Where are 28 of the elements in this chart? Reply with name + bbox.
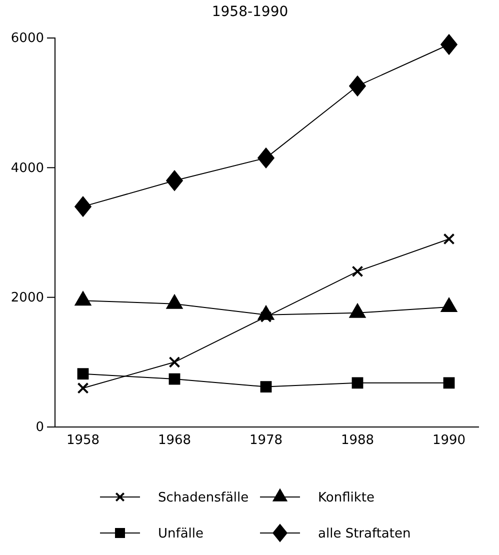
point: [166, 170, 184, 192]
x-tick-label: 1978: [249, 433, 283, 448]
chart-title: 1958-1990: [212, 4, 288, 20]
legend-label: Unfälle: [158, 526, 204, 542]
point: [168, 356, 180, 368]
y-tick-label: 2000: [10, 290, 44, 306]
y-tick-label: 0: [36, 420, 44, 436]
point: [168, 373, 180, 385]
x-tick-label: 1968: [158, 433, 192, 448]
legend-label: Schadensfälle: [158, 490, 249, 506]
y-tick-label: 6000: [10, 31, 44, 46]
y-tick-label: 4000: [10, 160, 44, 176]
point: [443, 377, 455, 389]
legend-label: alle Straftaten: [318, 526, 411, 542]
point: [77, 382, 89, 394]
x-tick-label: 1958: [66, 433, 100, 448]
point: [348, 75, 366, 97]
point: [77, 368, 89, 380]
point: [74, 196, 92, 218]
point: [257, 147, 275, 169]
point: [440, 34, 458, 56]
x-tick-label: 1988: [340, 433, 374, 448]
point: [352, 377, 364, 389]
point: [260, 381, 272, 393]
x-tick-label: 1990: [432, 433, 466, 448]
legend-label: Konflikte: [318, 490, 374, 506]
point: [443, 233, 455, 245]
point: [352, 266, 364, 278]
